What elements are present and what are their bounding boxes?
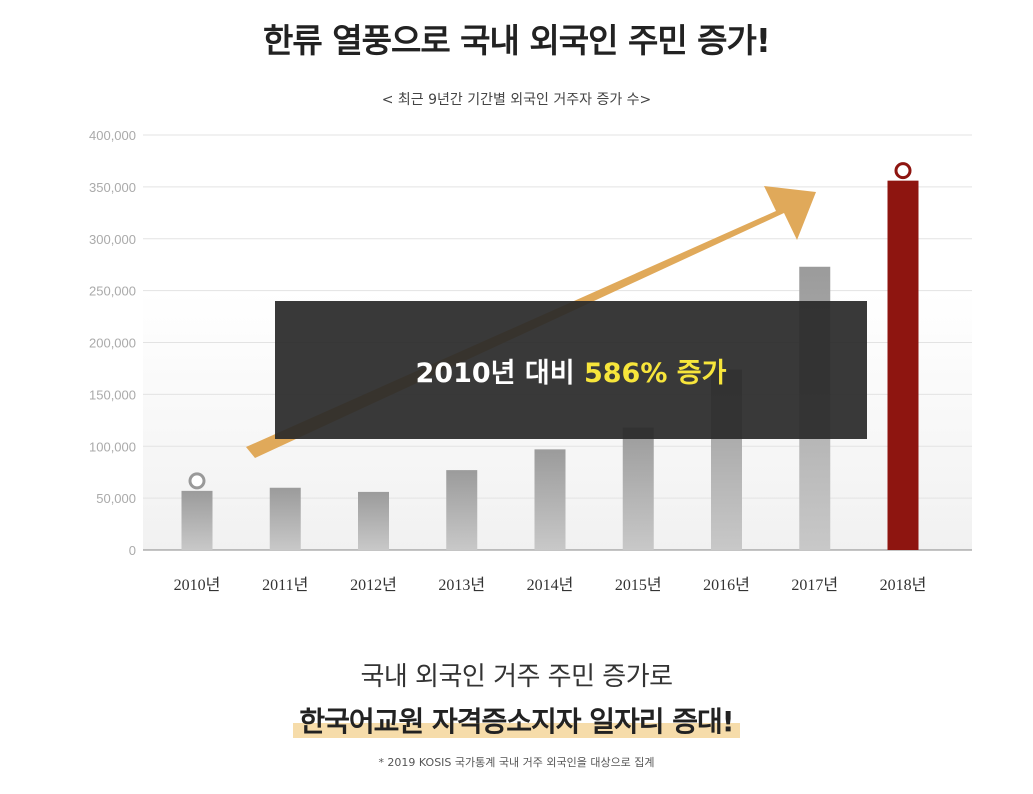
bar [887, 180, 919, 550]
x-tick-label: 2015년 [615, 576, 662, 594]
footnote: * 2019 KOSIS 국가통계 국내 거주 외국인을 대상으로 집계 [378, 756, 655, 769]
chart-subtitle: < 최근 9년간 기간별 외국인 거주자 증가 수> [381, 92, 652, 108]
annotation-prefix: 2010년 대비 [416, 358, 584, 389]
y-tick-label: 350,000 [89, 180, 136, 195]
x-tick-label: 2011년 [262, 576, 308, 594]
y-tick-label: 250,000 [89, 284, 136, 299]
bar-chart: 0 50,000 100,000 150,000 200,000 250,000 300,0… [89, 128, 972, 594]
bar [446, 470, 478, 550]
data-marker [188, 472, 206, 490]
y-tick-label: 0 [129, 543, 136, 558]
bottom-line-2-text: 한국어교원 자격증소지자 일자리 증대! [293, 705, 740, 738]
y-tick-label: 400,000 [89, 128, 136, 143]
bottom-line-1: 국내 외국인 거주 주민 증가로 [360, 662, 673, 692]
data-marker [894, 162, 912, 180]
x-tick-label: 2017년 [791, 576, 838, 594]
x-tick-label: 2014년 [527, 576, 574, 594]
x-tick-label: 2010년 [174, 576, 221, 594]
bar [534, 449, 566, 550]
bar [269, 487, 301, 550]
y-tick-label: 150,000 [89, 387, 136, 402]
page-title: 한류 열풍으로 국내 외국인 주민 증가! [263, 21, 771, 60]
bar [622, 427, 654, 550]
y-tick-label: 300,000 [89, 232, 136, 247]
annotation-text: 2010년 대비 586% 증가 [416, 358, 727, 389]
y-tick-label: 200,000 [89, 336, 136, 351]
x-tick-label: 2016년 [703, 576, 750, 594]
annotation-box [275, 301, 867, 439]
x-tick-label: 2012년 [350, 576, 397, 594]
y-tick-label: 50,000 [96, 491, 136, 506]
x-tick-label: 2018년 [880, 576, 927, 594]
annotation-highlight: 586% 증가 [584, 358, 727, 389]
bar [358, 491, 389, 550]
x-tick-label: 2013년 [438, 576, 485, 594]
bar [181, 490, 213, 550]
y-tick-label: 100,000 [89, 439, 136, 454]
bottom-line-2: 한국어교원 자격증소지자 일자리 증대! [0, 700, 1033, 740]
